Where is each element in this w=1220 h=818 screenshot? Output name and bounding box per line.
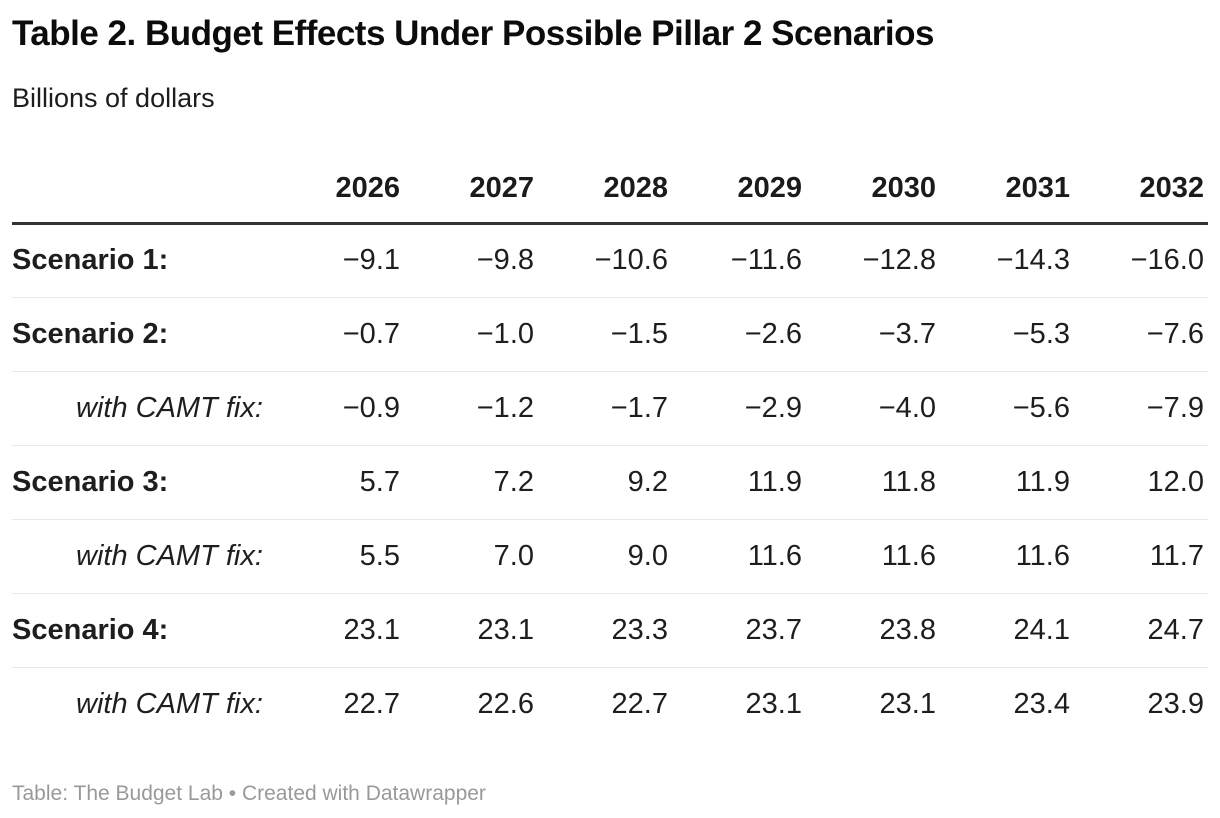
row-label: Scenario 1: [12, 223, 270, 298]
cell-value: −16.0 [1074, 223, 1208, 298]
column-header-2028: 2028 [538, 156, 672, 225]
cell-value: 23.3 [538, 593, 672, 668]
row-label: Scenario 3: [12, 445, 270, 520]
cell-value: −9.8 [404, 223, 538, 298]
cell-value: −1.2 [404, 371, 538, 446]
row-label: Scenario 4: [12, 593, 270, 668]
cell-value: −11.6 [672, 223, 806, 298]
cell-value: 23.1 [745, 687, 802, 720]
cell-value: −2.6 [672, 297, 806, 372]
cell-value: 11.6 [806, 519, 940, 594]
table-row-scenario-2: Scenario 2: −0.7 −1.0 −1.5 −2.6 −3.7 −5.… [12, 297, 1208, 372]
cell-value: −7.9 [1074, 371, 1208, 446]
row-label: with CAMT fix: [76, 687, 263, 720]
cell-value: 24.7 [1074, 593, 1208, 668]
cell-value: 24.1 [940, 593, 1074, 668]
cell-value: 11.6 [940, 519, 1074, 594]
table-row-scenario-2-camt-fix: with CAMT fix: −0.9 −1.2 −1.7 −2.9 −4.0 … [12, 371, 1208, 446]
cell-value: 23.1 [270, 593, 404, 668]
cell-value: 11.7 [1074, 519, 1208, 594]
cell-value: −1.0 [404, 297, 538, 372]
column-header-2026: 2026 [270, 156, 404, 225]
cell-value: 23.7 [672, 593, 806, 668]
cell-value: 23.8 [806, 593, 940, 668]
cell-value: 11.9 [940, 445, 1074, 520]
row-label: with CAMT fix: [12, 371, 270, 446]
table-header-row: 2026 2027 2028 2029 2030 2031 2032 [12, 156, 1208, 225]
column-header-2027: 2027 [404, 156, 538, 225]
cell-value: 11.8 [806, 445, 940, 520]
table-row-scenario-3: Scenario 3: 5.7 7.2 9.2 11.9 11.8 11.9 1… [12, 445, 1208, 520]
datawrapper-table-page: Table 2. Budget Effects Under Possible P… [0, 12, 1220, 806]
cell-value: −1.5 [538, 297, 672, 372]
cell-value: 9.0 [538, 519, 672, 594]
cell-value: 23.1 [404, 593, 538, 668]
cell-value: 5.5 [270, 519, 404, 594]
table-row-scenario-4: Scenario 4: 23.1 23.1 23.3 23.7 23.8 24.… [12, 593, 1208, 668]
cell-value: −1.7 [538, 371, 672, 446]
table-row-scenario-4-camt-fix: with CAMT fix: 22.7 22.6 22.7 23.1 23.1 … [12, 667, 1208, 741]
cell-value: 9.2 [538, 445, 672, 520]
cell-value: 7.0 [404, 519, 538, 594]
budget-effects-table: 2026 2027 2028 2029 2030 2031 2032 Scena… [12, 156, 1208, 741]
page-subtitle: Billions of dollars [12, 83, 215, 113]
column-header-2031: 2031 [940, 156, 1074, 225]
cell-value: 22.7 [611, 687, 668, 720]
cell-value: −3.7 [806, 297, 940, 372]
cell-value: −14.3 [940, 223, 1074, 298]
cell-value: −10.6 [538, 223, 672, 298]
cell-value: −4.0 [806, 371, 940, 446]
cell-value: −9.1 [270, 223, 404, 298]
column-header-2030: 2030 [806, 156, 940, 225]
cell-value: 11.6 [672, 519, 806, 594]
cell-value: 22.6 [477, 687, 534, 720]
column-header-2032: 2032 [1074, 156, 1208, 225]
cell-value: −0.9 [270, 371, 404, 446]
cell-value: −7.6 [1074, 297, 1208, 372]
cell-value: 23.9 [1147, 687, 1204, 720]
attribution-footer: Table: The Budget Lab • Created with Dat… [12, 782, 486, 805]
table-row-scenario-1: Scenario 1: −9.1 −9.8 −10.6 −11.6 −12.8 … [12, 223, 1208, 298]
row-label: Scenario 2: [12, 297, 270, 372]
cell-value: 7.2 [404, 445, 538, 520]
cell-value: −2.9 [672, 371, 806, 446]
cell-value: 22.7 [343, 687, 400, 720]
cell-value: 23.1 [879, 687, 936, 720]
row-label: with CAMT fix: [12, 519, 270, 594]
column-header-empty [12, 156, 270, 225]
cell-value: 11.9 [672, 445, 806, 520]
cell-value: 23.4 [1013, 687, 1070, 720]
cell-value: 12.0 [1074, 445, 1208, 520]
cell-value: −12.8 [806, 223, 940, 298]
cell-value: −0.7 [270, 297, 404, 372]
column-header-2029: 2029 [672, 156, 806, 225]
page-title: Table 2. Budget Effects Under Possible P… [12, 14, 935, 53]
table-row-scenario-3-camt-fix: with CAMT fix: 5.5 7.0 9.0 11.6 11.6 11.… [12, 519, 1208, 594]
cell-value: 5.7 [270, 445, 404, 520]
cell-value: −5.6 [940, 371, 1074, 446]
cell-value: −5.3 [940, 297, 1074, 372]
